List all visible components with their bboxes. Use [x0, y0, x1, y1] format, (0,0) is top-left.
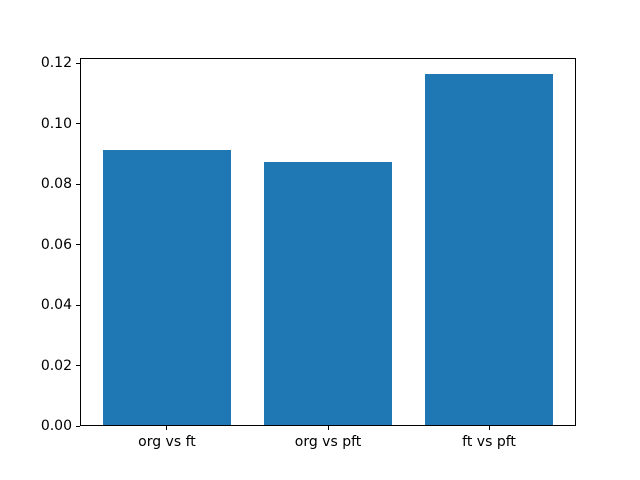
y-tick-label: 0.00	[40, 418, 72, 434]
x-tick-mark	[327, 426, 329, 430]
y-tick-mark	[76, 425, 80, 427]
y-tick-label: 0.10	[40, 115, 72, 132]
y-tick-label: 0.08	[40, 176, 72, 193]
y-tick-mark	[76, 304, 80, 306]
x-tick-label: ft vs pft	[462, 434, 516, 450]
x-tick-label: org vs pft	[294, 434, 362, 450]
y-tick-mark	[76, 244, 80, 246]
y-tick-mark	[76, 183, 80, 185]
y-tick-label: 0.12	[40, 55, 72, 72]
y-tick-label: 0.04	[40, 297, 72, 314]
bar-org-vs-pft	[263, 161, 393, 426]
y-tick-label: 0.02	[40, 357, 72, 374]
y-tick-label: 0.06	[40, 236, 72, 253]
y-tick-mark	[76, 365, 80, 367]
x-tick-mark	[166, 426, 168, 430]
bar-org-vs-ft	[102, 150, 232, 426]
x-tick-label: org vs ft	[138, 434, 196, 450]
y-tick-mark	[76, 123, 80, 125]
x-tick-mark	[488, 426, 490, 430]
bar-ft-vs-pft	[424, 74, 554, 426]
y-tick-mark	[76, 62, 80, 64]
